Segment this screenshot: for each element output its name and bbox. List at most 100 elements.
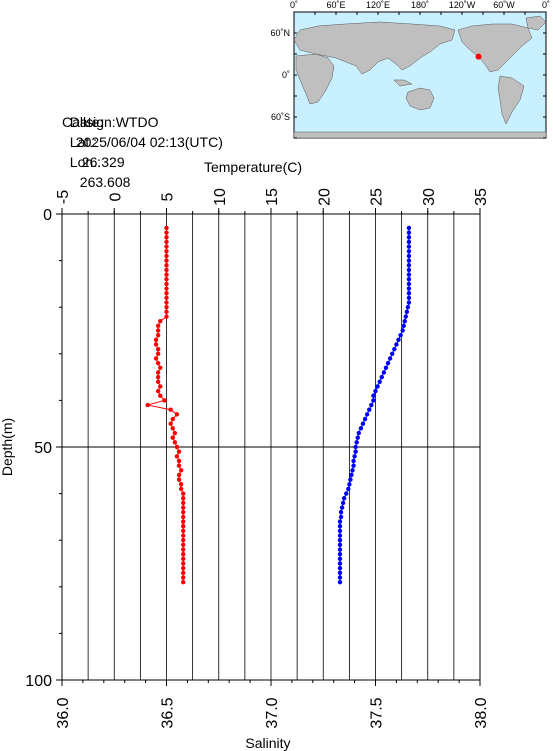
salinity-point (181, 556, 186, 562)
temperature-point (339, 505, 345, 510)
lon-row: Lon.: 263.608 (62, 132, 131, 192)
salinity-point (158, 365, 163, 370)
temperature-tick-label: 30 (421, 188, 438, 206)
lon-label: Lon.: (69, 154, 101, 170)
world-map: 0˚ 60˚E 120˚E 180˚ 120˚W 60˚W 0˚ 60˚N 0˚ 60˚S (270, 0, 550, 139)
temperature-point (337, 524, 343, 529)
temperature-point (358, 426, 364, 431)
salinity-axis: 36.0 36.5 37.0 37.5 38.0 (55, 680, 490, 729)
temperature-point (406, 277, 412, 282)
temperature-point (349, 472, 354, 478)
salinity-point (164, 300, 169, 305)
temperature-point (337, 547, 343, 552)
map-lat-label: 60˚N (270, 28, 290, 38)
temperature-point (337, 519, 343, 524)
temperature-point (406, 258, 412, 263)
temperature-point (406, 272, 412, 277)
salinity-point (164, 277, 169, 282)
salinity-point (158, 318, 163, 324)
salinity-tick-label: 36.0 (55, 697, 72, 728)
temperature-point (406, 286, 412, 291)
temperature-point (367, 407, 372, 412)
temperature-point (337, 570, 343, 576)
temperature-profile-line (339, 227, 410, 583)
lat-label: Lat.: (69, 134, 98, 150)
salinity-point (164, 239, 169, 245)
temperature-point (344, 491, 349, 496)
salinity-tick-label: 37.0 (264, 697, 281, 728)
temperature-tick-label: 25 (369, 188, 386, 206)
salinity-point (164, 267, 169, 273)
temperature-point (385, 360, 391, 366)
temperature-point (406, 267, 412, 273)
salinity-point (155, 346, 161, 352)
salinity-point (164, 263, 169, 268)
salinity-point (176, 449, 182, 454)
temperature-point (337, 561, 343, 566)
lat-value: 26.329 (81, 154, 125, 170)
indonesia-land (393, 79, 413, 87)
africa-land (295, 53, 335, 105)
salinity-point (164, 225, 169, 231)
temperature-point (406, 235, 412, 240)
salinity-point (170, 426, 175, 431)
salinity-point (181, 491, 186, 496)
salinity-point (176, 463, 182, 468)
depth-tick-label: 50 (34, 440, 52, 457)
map-lon-label: 120˚E (366, 0, 390, 10)
temperature-point (337, 551, 343, 557)
temperature-point (373, 388, 378, 394)
map-lat-label: 0˚ (282, 70, 290, 80)
salinity-point (176, 472, 182, 478)
temperature-point (362, 416, 368, 422)
south-america-land (497, 75, 525, 125)
greenland-land (525, 15, 547, 31)
salinity-point (155, 370, 161, 375)
salinity-point (168, 421, 173, 426)
temperature-point (400, 328, 405, 333)
salinity-point (158, 384, 163, 389)
salinity-point (164, 258, 169, 263)
salinity-point (145, 402, 150, 408)
salinity-point (164, 230, 169, 235)
salinity-point (181, 533, 186, 538)
temperature-point (338, 514, 344, 520)
salinity-point (155, 388, 161, 394)
temperature-point (406, 225, 412, 231)
temperature-point (403, 314, 409, 319)
temperature-point (350, 468, 355, 473)
temperature-point (369, 402, 374, 408)
salinity-point (181, 524, 186, 529)
salinity-point (164, 295, 169, 301)
date-row: Date: 2025/06/04 02:13(UTC) (62, 92, 223, 152)
temperature-point (406, 253, 412, 259)
salinity-point (181, 505, 186, 510)
salinity-point (155, 374, 161, 380)
salinity-point (164, 305, 169, 310)
lon-value: 263.608 (79, 174, 131, 190)
temperature-point (375, 384, 380, 389)
salinity-point (181, 500, 186, 506)
salinity-point (174, 412, 180, 417)
salinity-point (164, 291, 169, 296)
temperature-point (337, 565, 343, 571)
map-lon-label: 0˚ (542, 0, 550, 10)
temperature-point (392, 346, 397, 352)
temperature-point (354, 440, 359, 445)
salinity-point (164, 249, 169, 254)
australia-land (405, 87, 435, 111)
temperature-point (406, 230, 412, 235)
temperature-tick-label: 0 (107, 192, 124, 201)
temperature-point (352, 454, 357, 459)
salinity-point (170, 435, 175, 440)
date-value: 2025/06/04 02:13(UTC) (75, 134, 223, 150)
salinity-point (174, 454, 180, 459)
salinity-point (176, 458, 182, 464)
salinity-point (181, 570, 186, 576)
salinity-point (164, 235, 169, 240)
temperature-point (406, 239, 412, 245)
salinity-tick-label: 37.5 (369, 697, 386, 728)
salinity-point (181, 496, 186, 501)
temperature-point (356, 430, 361, 436)
salinity-point (155, 351, 161, 356)
